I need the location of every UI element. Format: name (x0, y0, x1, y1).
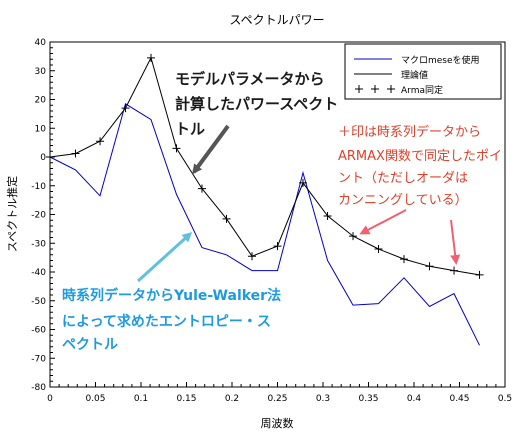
legend-swatch-arma (355, 85, 395, 93)
annotation-arma-line-4: カンニングしている） (338, 193, 468, 208)
arma-plus-marker (298, 178, 307, 187)
annotation-arma: ＋印は時系列データから ARMAX関数で同定したポイ ント（ただしオーダは カン… (338, 124, 502, 208)
y-tick-label: -80 (31, 383, 46, 393)
y-axis-label: スペクトル推定 (5, 176, 19, 252)
annotation-arma-arrow-left (359, 209, 407, 235)
arma-plus-marker (323, 211, 332, 220)
annotation-yule-arrow (136, 231, 193, 283)
legend-label-theory: 理論値 (401, 69, 428, 81)
y-tick-label: -70 (31, 354, 46, 364)
x-tick-label: 0.15 (176, 394, 196, 404)
arma-plus-marker (46, 153, 54, 161)
arma-plus-marker (71, 149, 80, 158)
x-tick-label: 0.05 (85, 394, 105, 404)
annotation-theory-arrow (192, 124, 230, 175)
arma-plus-marker (172, 144, 181, 153)
arma-plus-marker (222, 214, 231, 223)
y-tick-label: 10 (35, 124, 47, 134)
y-tick-label: 40 (35, 38, 47, 48)
legend-label-arma: Arma同定 (401, 84, 443, 96)
x-tick-label: 0.2 (225, 394, 239, 404)
y-tick-label: -20 (31, 211, 46, 221)
arma-plus-marker (273, 242, 282, 251)
annotation-yule-line-2: によって求めたエントロピー・ス (62, 313, 271, 330)
arma-plus-marker (425, 262, 434, 271)
arma-plus-marker (147, 53, 156, 62)
arma-plus-marker (399, 255, 408, 264)
legend-box (344, 43, 502, 100)
series-line-1 (49, 56, 480, 276)
arma-plus-marker (248, 252, 257, 261)
x-axis-label: 周波数 (261, 417, 294, 430)
arma-plus-marker (475, 270, 484, 279)
series-line-0 (49, 103, 480, 346)
legend: マクロmeseを使用 理論値 Arma同定 (344, 43, 502, 100)
x-tick-label: 0.3 (316, 394, 330, 404)
y-tick-label: -40 (31, 268, 46, 278)
y-tick-label: -50 (31, 297, 46, 307)
arma-plus-marker (349, 232, 358, 241)
x-tick-label: 0.25 (267, 394, 287, 404)
axes: 0 0.05 0.1 0.15 0.2 0.25 0.3 0.35 0.4 0.45 0.5 40 30… (31, 38, 512, 404)
arma-plus-marker (374, 245, 383, 253)
annotation-theory: モデルパラメータから 計算したパワースペクト トル (175, 70, 338, 138)
chart-title: スペクトルパワー (229, 13, 324, 27)
y-tick-label: -60 (31, 326, 46, 336)
x-tick-label: 0.45 (449, 394, 469, 404)
series-layer (46, 53, 484, 346)
annotation-theory-line-1: モデルパラメータから (175, 70, 325, 88)
annotation-arma-line-3: ント（ただしオーダは (338, 171, 468, 186)
annotation-arma-line-2: ARMAX関数で同定したポイ (338, 149, 502, 164)
annotation-yule: 時系列データからYule-Walker法 によって求めたエントロピー・ス ペクト… (62, 287, 281, 353)
x-tick-label: 0.35 (358, 394, 378, 404)
arma-plus-marker (96, 137, 105, 146)
x-tick-label: 0 (47, 394, 53, 404)
legend-label-mese: マクロmeseを使用 (401, 54, 480, 66)
annotation-theory-line-3: トル (175, 120, 205, 138)
annotation-yule-line-1: 時系列データからYule-Walker法 (62, 287, 281, 304)
annotation-yule-line-3: ペクトル (62, 337, 118, 353)
y-tick-label: -10 (31, 182, 46, 192)
x-tick-label: 0.5 (498, 394, 512, 404)
arma-plus-marker (197, 184, 206, 193)
arma-plus-marker (450, 266, 459, 275)
y-tick-label: 30 (35, 67, 47, 77)
annotation-arma-arrow-right (450, 219, 461, 265)
y-tick-label: 20 (35, 96, 47, 106)
x-tick-label: 0.1 (134, 394, 148, 404)
y-tick-label: 0 (40, 153, 46, 163)
x-tick-label: 0.4 (407, 394, 422, 404)
arma-plus-marker (121, 104, 130, 113)
annotation-theory-line-2: 計算したパワースペクト (175, 95, 338, 113)
y-tick-label: -30 (31, 239, 46, 249)
annotation-arma-line-1: ＋印は時系列データから (338, 124, 481, 140)
